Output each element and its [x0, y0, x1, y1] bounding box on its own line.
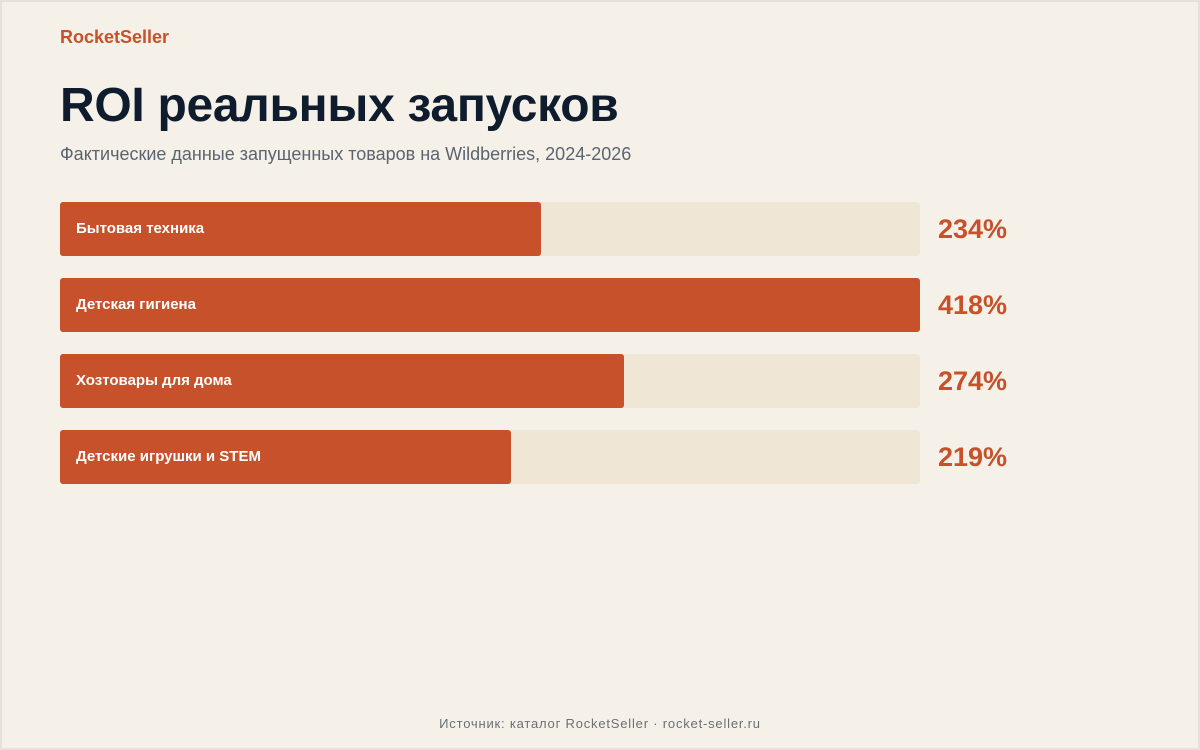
bar — [60, 278, 920, 332]
bar-row: Детские игрушки и STEM 219% — [60, 430, 1060, 484]
bar-row: Детская гигиена 418% — [60, 278, 1060, 332]
page-title: ROI реальных запусков — [60, 79, 619, 132]
bar-track: Бытовая техника — [60, 202, 920, 256]
bar-track: Детская гигиена — [60, 278, 920, 332]
bar-value-label: 234% — [938, 214, 1008, 244]
brand-logo-text: RocketSeller — [60, 27, 170, 47]
bar-category-label: Детские игрушки и STEM — [76, 448, 261, 465]
bar — [60, 354, 624, 408]
bar-row: Хозтовары для дома 274% — [60, 354, 1060, 408]
bar — [60, 202, 541, 256]
bar-category-label: Детская гигиена — [76, 296, 196, 313]
bar-row: Бытовая техника 234% — [60, 202, 1060, 256]
bar — [60, 430, 511, 484]
bar-value-label: 274% — [938, 366, 1008, 396]
bar-track: Хозтовары для дома — [60, 354, 920, 408]
bar-category-label: Хозтовары для дома — [76, 372, 232, 389]
page-subtitle: Фактические данные запущенных товаров на… — [60, 144, 632, 164]
bar-track: Детские игрушки и STEM — [60, 430, 920, 484]
roi-bar-chart: Бытовая техника 234% Детская гигиена 418% Хо… — [60, 200, 1060, 490]
source-footer: Источник: каталог RocketSeller · rocket-… — [439, 716, 761, 731]
bar-value-label: 418% — [938, 290, 1008, 320]
bar-category-label: Бытовая техника — [76, 220, 205, 237]
bar-value-label: 219% — [938, 442, 1008, 472]
